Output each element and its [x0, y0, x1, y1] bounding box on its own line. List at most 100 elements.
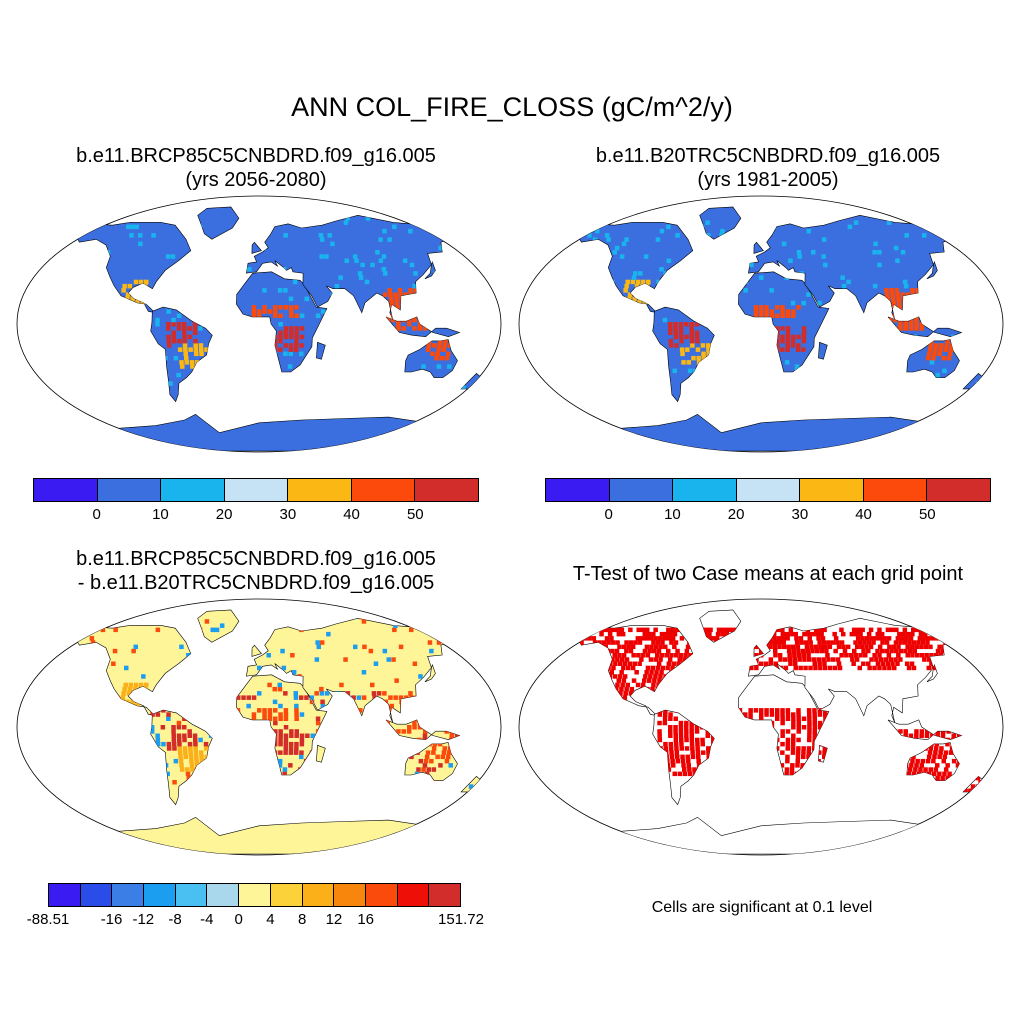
- grid-cell: [759, 712, 764, 717]
- grid-cell: [180, 364, 185, 369]
- grid-cell: [289, 733, 294, 738]
- grid-cell: [662, 317, 668, 323]
- grid-cell: [628, 640, 634, 645]
- map-ttest: [518, 598, 1004, 856]
- map-control: [518, 195, 1004, 453]
- grid-cell: [935, 763, 940, 768]
- colorbar-tick-label: 40: [855, 506, 872, 523]
- colorbar-difference: [48, 883, 461, 907]
- grid-cell: [926, 351, 932, 357]
- grid-cell: [409, 262, 415, 268]
- grid-cell: [685, 644, 691, 650]
- grid-cell: [675, 754, 680, 760]
- grid-cell: [945, 741, 950, 747]
- grid-cell: [780, 631, 786, 637]
- grid-cell: [629, 686, 635, 692]
- grid-cell: [818, 627, 823, 633]
- grid-cell: [812, 661, 817, 666]
- grid-cell: [289, 326, 294, 331]
- grid-cell: [791, 737, 796, 743]
- grid-cell: [801, 330, 807, 335]
- grid-cell: [812, 720, 817, 726]
- grid-cell: [801, 347, 806, 352]
- grid-cell: [635, 636, 641, 641]
- grid-cell: [908, 326, 914, 331]
- grid-cell: [186, 775, 191, 781]
- grid-cell: [869, 657, 874, 662]
- grid-cell: [387, 288, 392, 293]
- grid-cell: [853, 653, 858, 658]
- grid-cell: [185, 771, 191, 777]
- grid-cell: [681, 763, 686, 768]
- colorbar-tick-label: -4: [200, 911, 214, 928]
- grid-cell: [624, 648, 629, 654]
- grid-cell: [673, 716, 678, 721]
- panel-title-test-line2: (yrs 2056-2080): [185, 169, 327, 191]
- grid-cell: [785, 338, 791, 344]
- grid-cell: [942, 754, 948, 760]
- grid-cell: [897, 631, 902, 637]
- grid-cell: [655, 237, 661, 242]
- grid-cell: [889, 288, 894, 293]
- grid-cell: [759, 275, 764, 280]
- grid-cell: [796, 712, 801, 717]
- grid-cell: [673, 733, 678, 738]
- grid-cell: [959, 648, 964, 654]
- grid-cell: [942, 368, 947, 374]
- grid-cell: [655, 665, 661, 671]
- grid-cell: [768, 661, 774, 666]
- grid-cell: [278, 712, 283, 717]
- grid-cell: [394, 678, 399, 683]
- grid-cell: [454, 733, 460, 738]
- colorbar-control: [545, 478, 991, 502]
- grid-cell: [657, 678, 662, 683]
- grid-cell: [775, 708, 780, 713]
- grid-cell: [801, 326, 807, 331]
- grid-cell: [928, 216, 933, 221]
- grid-cell: [338, 275, 343, 280]
- grid-cell: [792, 653, 797, 658]
- grid-cell: [278, 334, 283, 340]
- grid-cell: [775, 627, 781, 633]
- grid-cell: [800, 763, 805, 768]
- grid-cell: [924, 653, 929, 658]
- grid-cell: [775, 326, 780, 331]
- grid-cell: [299, 326, 305, 331]
- colorbar-swatch: [800, 479, 864, 501]
- grid-cell: [621, 678, 627, 683]
- grid-cell: [622, 661, 628, 666]
- grid-cell: [416, 767, 421, 772]
- grid-cell: [622, 695, 628, 700]
- grid-cell: [944, 228, 950, 234]
- grid-cell: [893, 648, 899, 654]
- grid-cell: [928, 343, 934, 348]
- grid-cell: [176, 313, 182, 318]
- grid-cell: [610, 640, 616, 645]
- grid-cell: [906, 771, 912, 777]
- grid-cell: [320, 703, 326, 709]
- grid-cell: [866, 648, 871, 654]
- grid-cell: [672, 771, 677, 777]
- grid-cell: [707, 631, 712, 637]
- grid-cell: [673, 737, 679, 743]
- grid-cell: [791, 720, 796, 726]
- grid-cell: [617, 653, 622, 658]
- grid-cell: [902, 640, 908, 645]
- grid-cell: [868, 644, 874, 650]
- grid-cell: [177, 338, 182, 344]
- grid-cell: [173, 355, 179, 361]
- grid-cell: [653, 636, 658, 641]
- grid-cell: [795, 763, 800, 768]
- grid-cell: [673, 741, 679, 747]
- grid-cell: [664, 653, 669, 658]
- grid-cell: [689, 330, 694, 335]
- grid-cell: [144, 279, 149, 285]
- grid-cell: [288, 746, 294, 751]
- grid-cell: [315, 716, 321, 721]
- grid-cell: [199, 758, 205, 764]
- grid-cell: [193, 746, 198, 751]
- grid-cell: [617, 644, 622, 650]
- grid-cell: [806, 631, 811, 637]
- grid-cell: [853, 220, 859, 225]
- grid-cell: [878, 657, 884, 662]
